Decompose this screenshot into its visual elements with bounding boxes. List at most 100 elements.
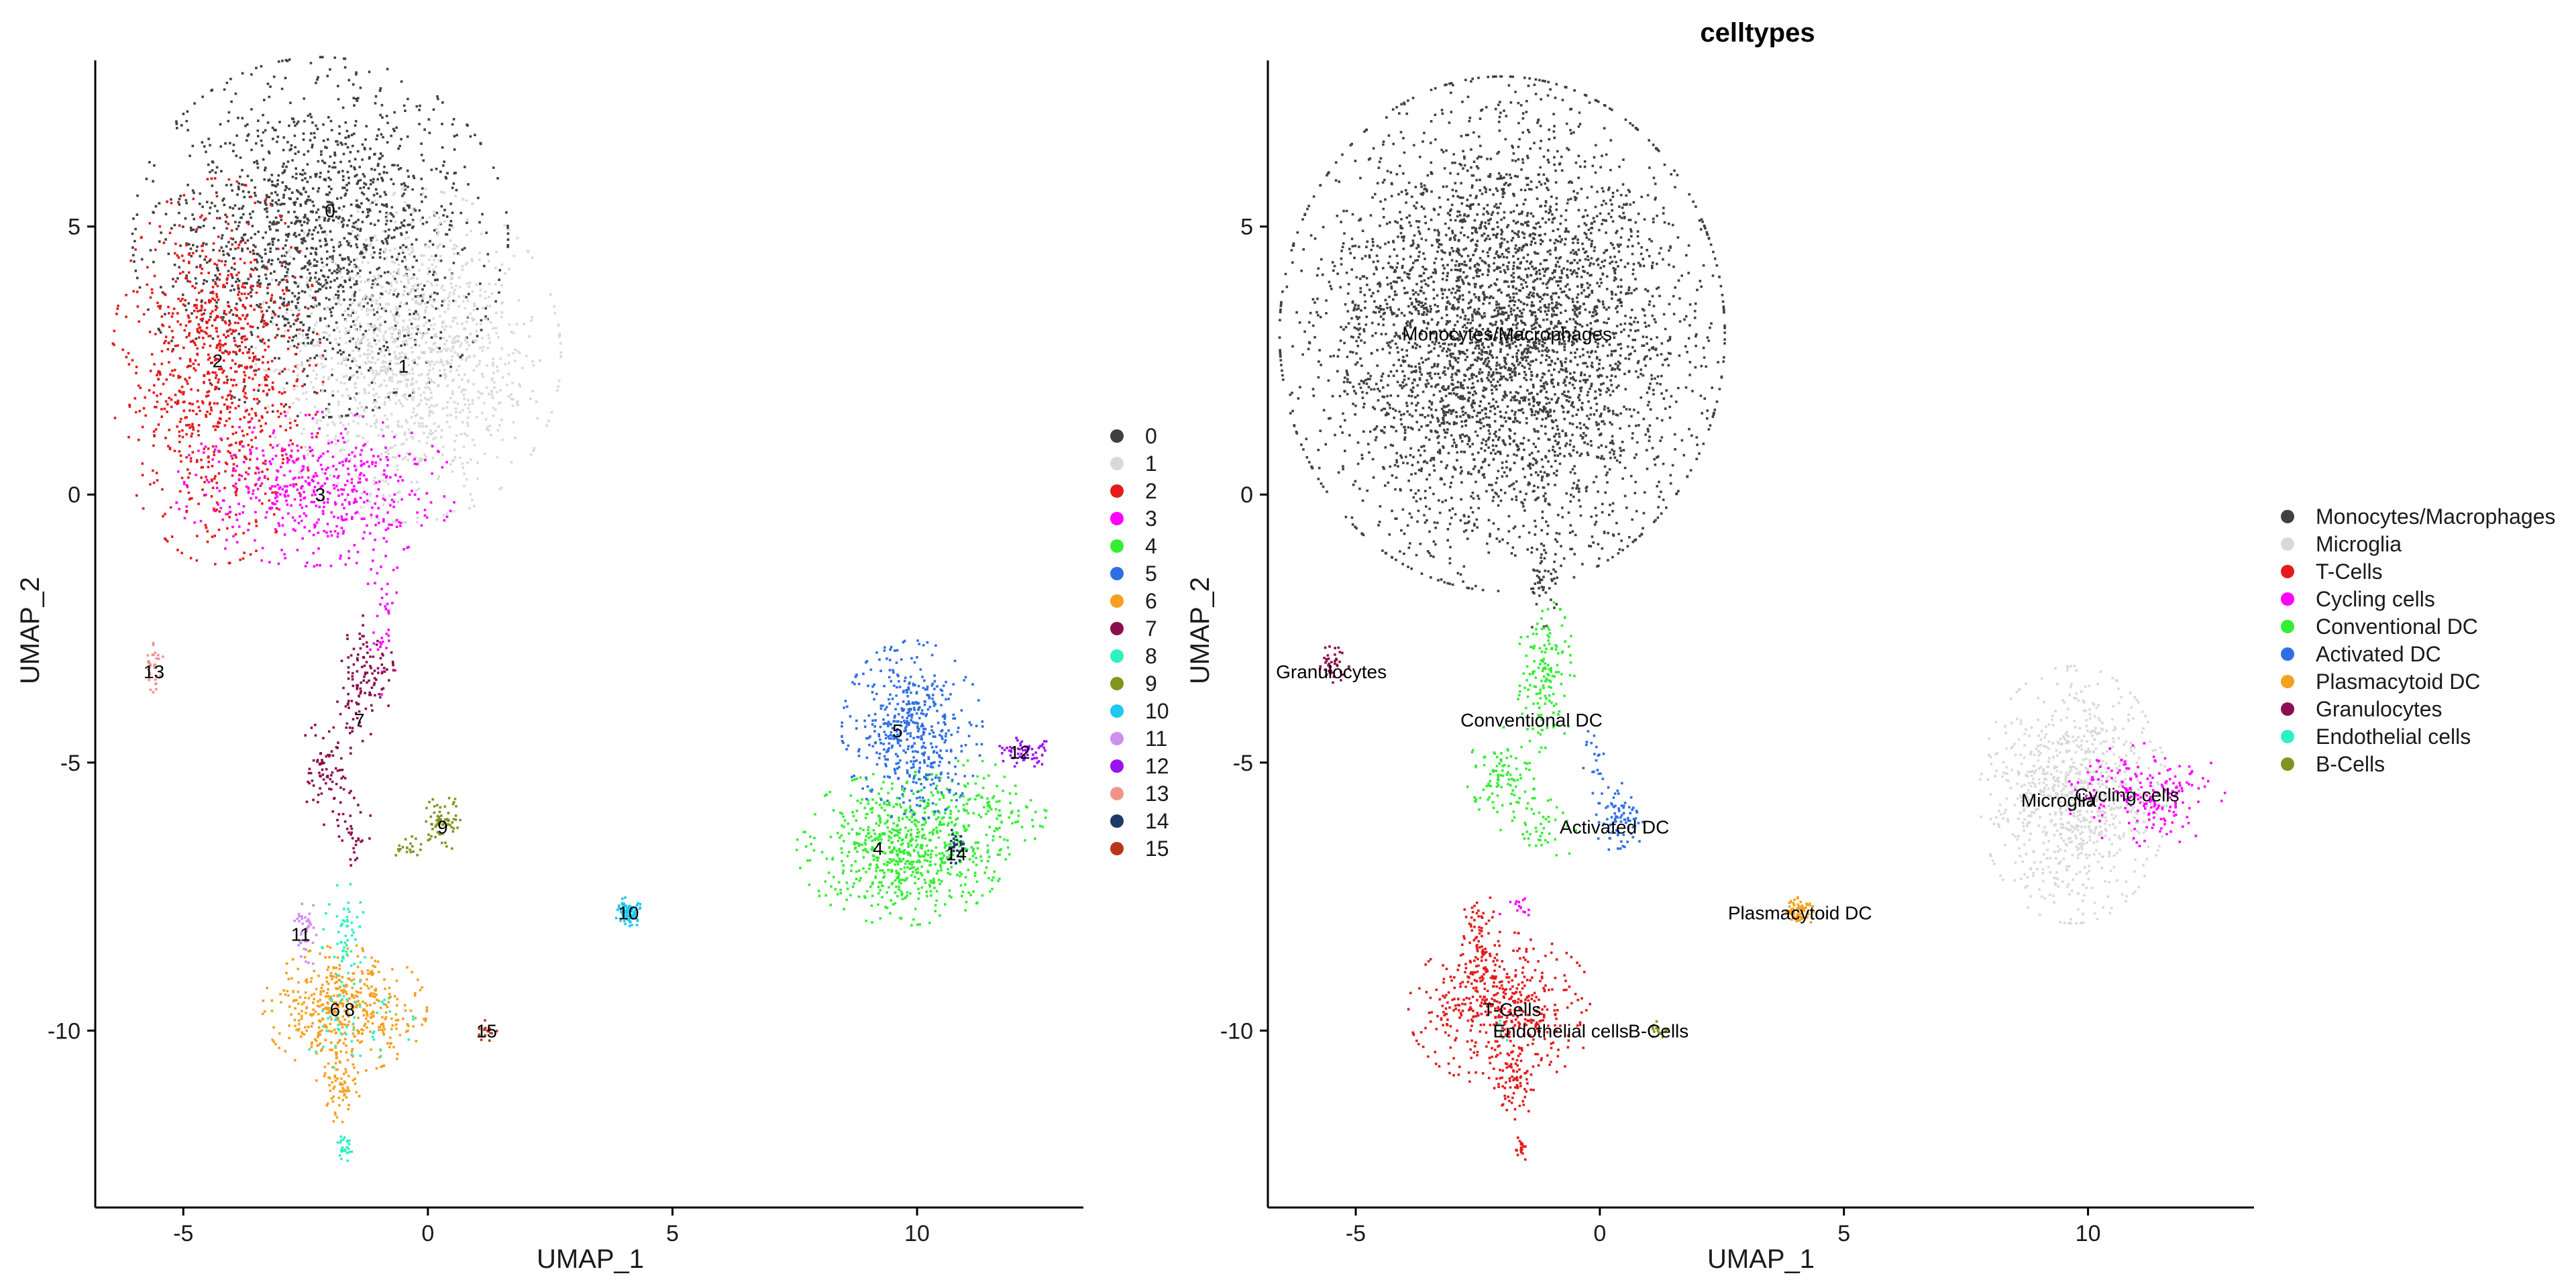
y-tick-label: -10 <box>1220 1018 1253 1044</box>
y-tick-label: 0 <box>1240 482 1253 508</box>
legend-label: B-Cells <box>2316 752 2385 776</box>
legend-swatch <box>1110 704 1124 718</box>
legend-swatch <box>2281 675 2294 688</box>
point-cloud <box>394 835 423 857</box>
point-cloud <box>254 186 562 524</box>
point-cloud <box>1515 1136 1527 1161</box>
legend-swatch <box>2281 510 2294 523</box>
series-points <box>261 944 429 1124</box>
series-points <box>146 641 164 694</box>
legend-swatch <box>1110 539 1124 553</box>
cluster-annotation: 4 <box>873 839 883 859</box>
series-points <box>1784 896 1815 924</box>
celltype-x-axis-title: UMAP_1 <box>1707 1244 1815 1274</box>
x-tick-label: -5 <box>173 1221 193 1246</box>
celltype-points <box>1278 75 2226 1161</box>
series-points <box>1407 896 1591 1161</box>
legend-label: Plasmacytoid DC <box>2316 669 2480 694</box>
point-cloud <box>146 641 164 694</box>
cluster-annotation: 12 <box>1010 742 1030 763</box>
cluster-annotation: 9 <box>437 817 448 838</box>
legend-swatch <box>1110 512 1124 525</box>
point-cloud <box>998 737 1048 768</box>
series-points <box>254 186 562 524</box>
series-points <box>1466 601 1577 857</box>
legend-swatch <box>2281 565 2294 578</box>
legend-label: 7 <box>1145 616 1157 641</box>
series-points <box>1318 645 1350 684</box>
celltype-labels: Monocytes/Macrophages Granulocytes Convent… <box>1276 324 2179 1042</box>
x-tick-label: 5 <box>1837 1221 1850 1246</box>
legend-swatch <box>2281 537 2294 551</box>
cluster-annotation: T-Cells <box>1483 999 1541 1020</box>
series-points <box>308 883 415 1163</box>
point-cloud <box>614 896 642 928</box>
legend-swatch <box>2281 620 2294 633</box>
x-tick-label: -5 <box>1346 1221 1366 1246</box>
cluster-annotation: 7 <box>354 710 365 731</box>
cluster-annotation: 2 <box>213 350 223 371</box>
cluster-annotation: 0 <box>325 201 335 221</box>
y-tick-label: 5 <box>68 215 80 240</box>
legend-label: 13 <box>1145 782 1169 806</box>
point-cloud <box>336 1135 354 1163</box>
y-tick-label: -5 <box>1233 751 1253 776</box>
cluster-annotation: Activated DC <box>1560 817 1669 838</box>
point-cloud <box>1466 726 1536 832</box>
legend-swatch <box>1110 759 1124 773</box>
legend-swatch <box>2281 702 2294 716</box>
cluster-annotation: Granulocytes <box>1276 661 1387 682</box>
legend-label: 11 <box>1145 727 1167 751</box>
legend-label: T-Cells <box>2316 559 2383 584</box>
legend-label: 1 <box>1145 451 1157 476</box>
legend-swatch <box>1110 842 1124 855</box>
series-points <box>948 828 968 865</box>
point-cloud <box>336 614 395 743</box>
legend-swatch <box>1110 814 1124 828</box>
legend-label: Conventional DC <box>2316 614 2478 639</box>
legend-label: 6 <box>1145 589 1157 613</box>
legend-swatch <box>2281 647 2294 661</box>
cluster-annotation: 10 <box>618 903 639 924</box>
celltypes-umap-panel: Monocytes/Macrophages Granulocytes Convent… <box>1185 18 2556 1274</box>
legend-label: Cycling cells <box>2316 587 2435 611</box>
series-points <box>795 759 1048 927</box>
cluster-points <box>111 56 1048 1163</box>
x-tick-label: 10 <box>2076 1221 2101 1246</box>
point-cloud <box>1651 1020 1669 1038</box>
point-cloud <box>315 1050 361 1124</box>
y-tick-label: -10 <box>48 1018 80 1044</box>
point-cloud <box>1318 645 1350 684</box>
cluster-annotation: 13 <box>144 661 164 682</box>
point-cloud <box>308 980 415 1069</box>
point-cloud <box>261 944 429 1074</box>
legend-swatch <box>1110 594 1124 608</box>
point-cloud <box>2068 742 2226 847</box>
legend-swatch <box>1110 649 1124 663</box>
legend-label: 15 <box>1145 837 1169 861</box>
series-points <box>998 737 1048 768</box>
series-points <box>293 902 318 965</box>
point-cloud <box>1979 665 2169 925</box>
point-cloud <box>1595 782 1644 851</box>
cluster-annotation: 1 <box>398 356 409 376</box>
legend-label: Endothelial cells <box>2316 724 2471 749</box>
legend-label: 0 <box>1145 424 1157 448</box>
cluster-annotation: 8 <box>344 999 355 1020</box>
point-cloud <box>904 759 1048 863</box>
celltype-chart-title: celltypes <box>1700 18 1815 48</box>
legend-label: Monocytes/Macrophages <box>2316 504 2556 529</box>
point-cloud <box>948 828 968 865</box>
celltype-axes: -5 0 5 10 5 0 -5 -10 <box>1220 60 2254 1246</box>
x-tick-label: 10 <box>904 1221 930 1246</box>
legend-label: 14 <box>1145 809 1169 833</box>
point-cloud <box>304 723 352 826</box>
legend-label: Activated DC <box>2316 642 2441 666</box>
cluster-x-axis-title: UMAP_1 <box>537 1244 644 1274</box>
